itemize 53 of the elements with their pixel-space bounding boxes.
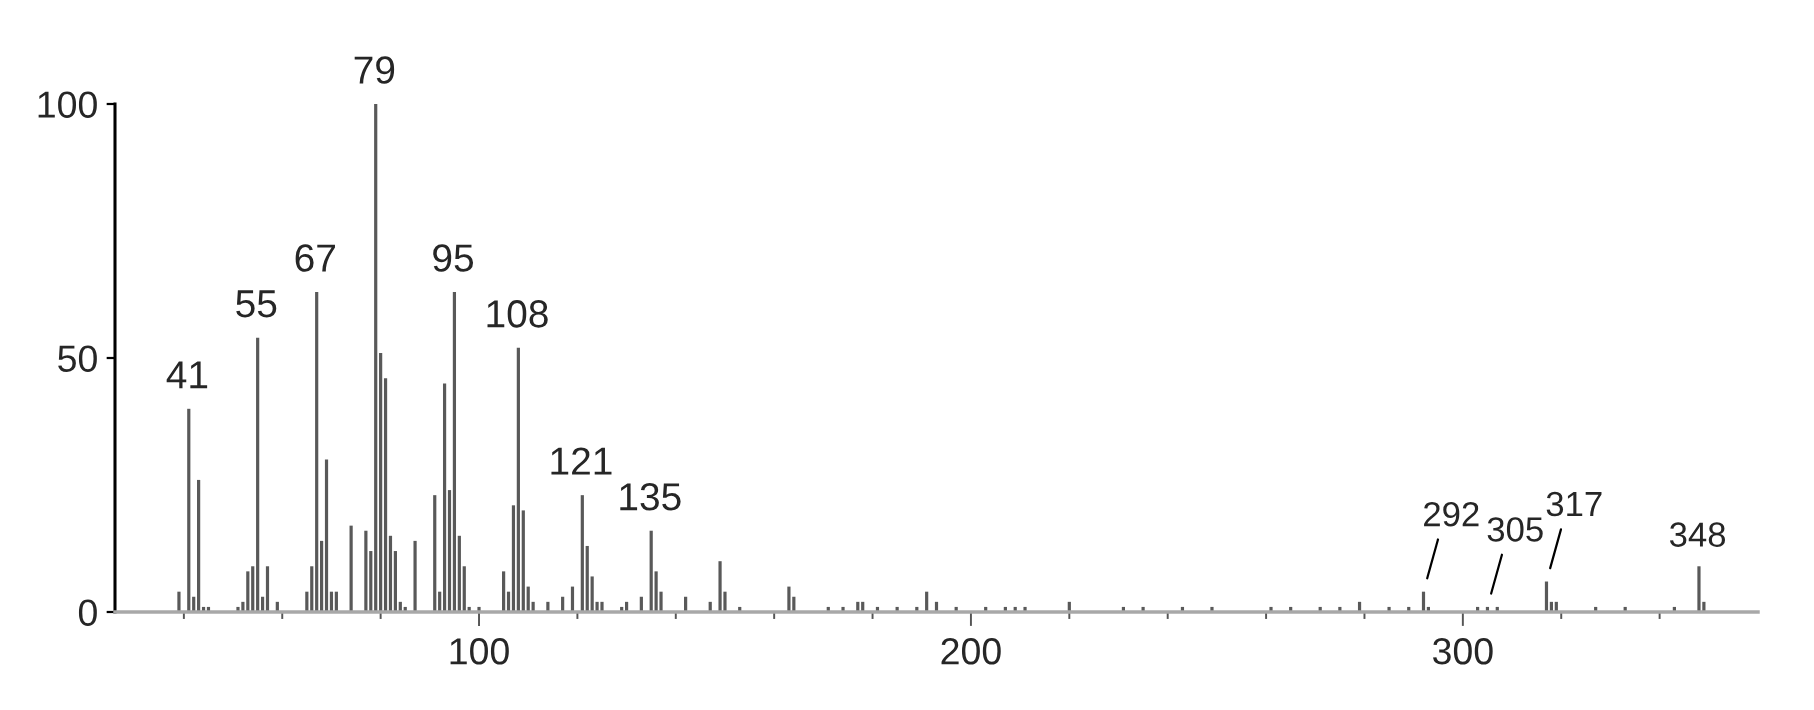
annotation: 108 xyxy=(487,300,548,328)
annotation: 55 xyxy=(236,290,277,318)
annotation: 79 xyxy=(354,56,395,84)
bar xyxy=(324,459,329,612)
bar xyxy=(447,490,452,612)
bar xyxy=(516,347,520,612)
bar xyxy=(585,545,589,612)
bar xyxy=(374,104,378,612)
bar xyxy=(383,378,388,612)
bar xyxy=(502,571,506,612)
annotation: 95 xyxy=(433,244,474,272)
annotation: 305 xyxy=(1487,517,1543,542)
bar xyxy=(177,591,181,612)
bar xyxy=(265,566,270,612)
bar xyxy=(197,479,201,612)
y-tick-label: 50 xyxy=(58,345,97,372)
bar xyxy=(413,540,417,612)
annotation: 317 xyxy=(1546,491,1602,517)
bar xyxy=(787,586,791,612)
annotation: 67 xyxy=(295,244,335,272)
bar xyxy=(251,566,255,612)
annotation: 121 xyxy=(551,447,612,475)
bar xyxy=(511,505,516,612)
x-tick-label: 200 xyxy=(941,637,1001,665)
bar xyxy=(310,566,314,612)
annotation: 292 xyxy=(1424,501,1479,527)
bar xyxy=(315,291,319,612)
bar xyxy=(388,535,393,612)
bar xyxy=(452,291,457,612)
annotation: 348 xyxy=(1669,522,1726,547)
x-tick-label: 300 xyxy=(1433,637,1493,665)
bar xyxy=(649,530,653,612)
bar xyxy=(1697,566,1701,612)
bar xyxy=(442,383,447,612)
bar xyxy=(349,525,353,612)
bar xyxy=(521,510,525,612)
bar xyxy=(187,408,191,612)
bar xyxy=(369,551,373,612)
bar xyxy=(462,566,466,612)
bar xyxy=(379,352,383,612)
bar xyxy=(320,540,324,612)
bar xyxy=(457,535,461,612)
annotation: 41 xyxy=(166,361,208,389)
bar xyxy=(580,495,584,612)
y-tick-label: 0 xyxy=(78,599,97,626)
bar xyxy=(393,551,397,612)
annotation: 135 xyxy=(620,483,681,511)
x-tick-label: 100 xyxy=(450,637,509,665)
bar xyxy=(364,530,368,612)
bar xyxy=(246,571,250,612)
y-tick-label: 100 xyxy=(38,91,97,118)
bar xyxy=(433,495,437,612)
bar xyxy=(256,337,260,612)
